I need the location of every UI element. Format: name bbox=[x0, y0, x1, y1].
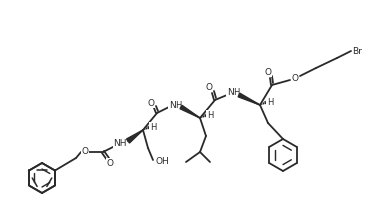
Text: H: H bbox=[175, 101, 181, 109]
Text: O: O bbox=[264, 67, 272, 77]
Text: N: N bbox=[227, 87, 234, 97]
Polygon shape bbox=[238, 93, 260, 105]
Text: H: H bbox=[233, 87, 239, 97]
Text: Br: Br bbox=[352, 46, 362, 56]
Text: N: N bbox=[169, 101, 175, 109]
Polygon shape bbox=[180, 105, 200, 118]
Text: H: H bbox=[267, 97, 273, 107]
Text: O: O bbox=[107, 159, 114, 168]
Text: O: O bbox=[291, 73, 298, 83]
Text: O: O bbox=[82, 147, 88, 157]
Text: NH: NH bbox=[113, 139, 127, 147]
Text: H: H bbox=[207, 111, 213, 119]
Text: O: O bbox=[147, 99, 155, 107]
Text: O: O bbox=[205, 83, 213, 91]
Text: OH: OH bbox=[155, 157, 169, 166]
Polygon shape bbox=[126, 130, 143, 143]
Text: H: H bbox=[150, 123, 156, 131]
